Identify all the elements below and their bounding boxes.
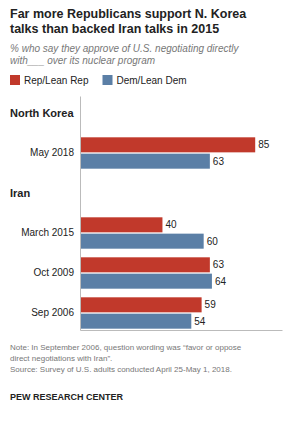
chart: Far more Republicans support N. Koreatal… [0, 0, 307, 426]
note: Note: In September 2006, question wordin… [10, 343, 242, 352]
legend-swatch [103, 75, 113, 85]
legend: Rep/Lean Rep Dem/Lean Dem [10, 75, 187, 86]
bar [80, 217, 162, 232]
legend-item: Dem/Lean Dem [103, 75, 187, 86]
y-tick-label: Oct 2009 [33, 267, 74, 278]
legend-item: Rep/Lean Rep [10, 75, 89, 86]
data-label: 40 [165, 219, 177, 230]
bar [80, 274, 212, 289]
data-label: 59 [205, 299, 217, 310]
legend-swatch [10, 75, 20, 85]
bar [80, 314, 191, 329]
y-axis: May 2018 March 2015 Oct 2009 Sep 2006 [21, 97, 80, 331]
data-label: 63 [213, 259, 225, 270]
legend-label: Dem/Lean Dem [117, 75, 187, 86]
data-label: 54 [194, 316, 206, 327]
y-tick-label: March 2015 [21, 227, 74, 238]
y-tick: May 2018 [30, 147, 80, 158]
bar [80, 154, 210, 169]
data-label: 63 [213, 156, 225, 167]
data-label: 64 [215, 276, 227, 287]
section-header: North Korea [10, 107, 74, 119]
subtitle: % who say they approve of U.S. negotiati… [10, 43, 239, 66]
y-tick: Sep 2006 [31, 307, 80, 318]
data-label: 85 [258, 139, 270, 150]
y-axis-line [80, 97, 81, 331]
y-tick: March 2015 [21, 227, 80, 238]
source: PEW RESEARCH CENTER [10, 392, 124, 402]
data-label: 60 [207, 236, 219, 247]
bar [80, 257, 210, 272]
x-axis [81, 330, 283, 331]
note: direct negotiations with Iran”. [10, 354, 112, 363]
data-labels: 85 40 63 59 63 60 64 54 [165, 139, 269, 326]
note: Source: Survey of U.S. adults conducted … [10, 365, 232, 374]
bar [80, 137, 255, 152]
x-axis-line [81, 330, 283, 331]
y-tick: Oct 2009 [33, 267, 80, 278]
bars [80, 137, 255, 328]
y-tick-label: May 2018 [30, 147, 74, 158]
bar [80, 234, 204, 249]
bar [80, 297, 202, 312]
y-tick-label: Sep 2006 [31, 307, 74, 318]
title: Far more Republicans support N. Koreatal… [10, 7, 247, 36]
legend-label: Rep/Lean Rep [24, 75, 89, 86]
section-header: Iran [10, 187, 30, 199]
